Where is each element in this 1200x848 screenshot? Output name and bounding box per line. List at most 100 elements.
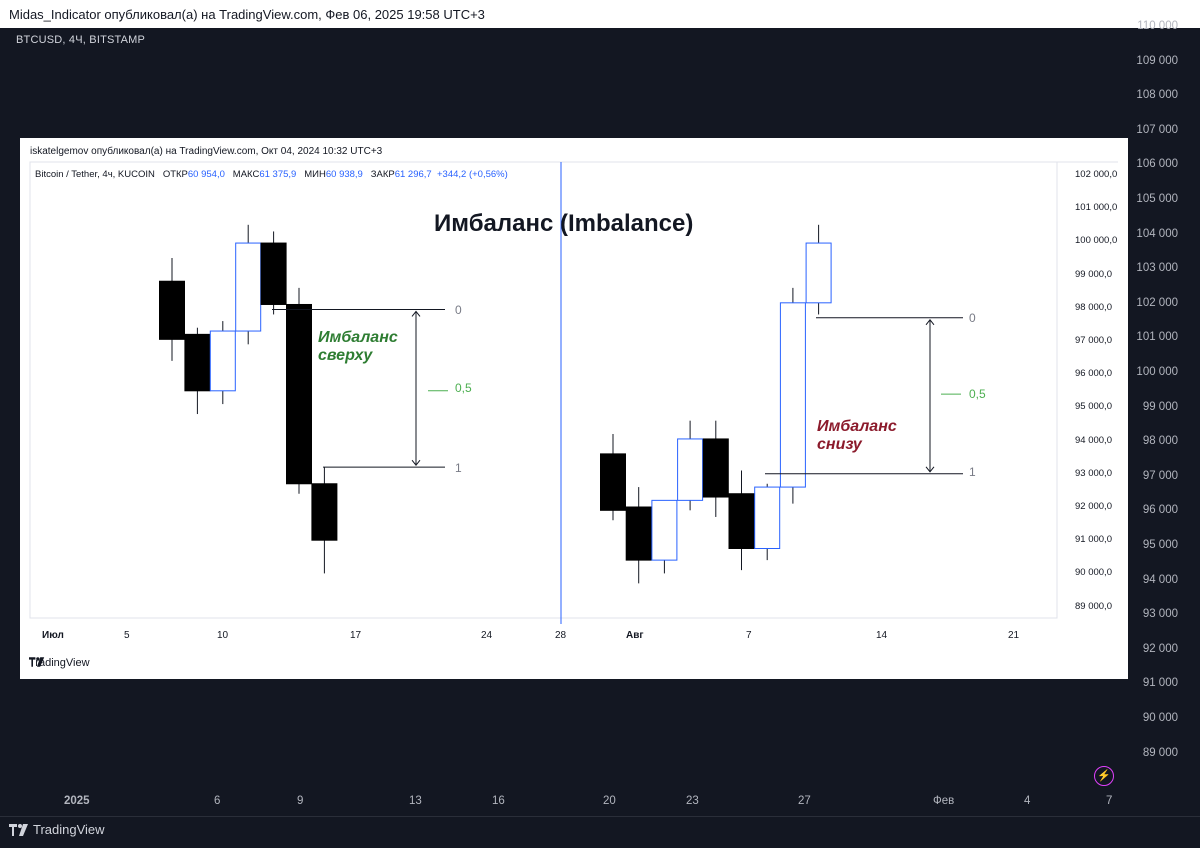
- outer-footer: [0, 816, 1200, 848]
- left-candle-body: [159, 280, 185, 340]
- imbalance-top-label-line1: Имбаланс: [318, 329, 398, 346]
- embedded-date-tick: Июл: [42, 630, 64, 641]
- outer-date-tick: 23: [686, 795, 699, 807]
- fib-right-05: 0,5: [969, 387, 986, 401]
- imbalance-bottom-label: Имбаланс снизу: [817, 418, 897, 454]
- left-arrow-down: [411, 459, 421, 466]
- bolt-icon[interactable]: ⚡: [1094, 766, 1114, 786]
- outer-price-tick: 103 000: [1136, 262, 1178, 275]
- embedded-date-tick: 21: [1008, 630, 1020, 641]
- embedded-symbol-name: Bitcoin / Tether, 4ч, KUCOIN: [35, 169, 155, 180]
- outer-price-tick: 93 000: [1142, 608, 1178, 621]
- fib-left-1: 1: [455, 461, 462, 475]
- outer-date-tick: Фев: [933, 795, 955, 807]
- embedded-date-tick: 17: [350, 630, 362, 641]
- tradingview-logo-text: TradingView: [33, 822, 105, 837]
- outer-date-tick: 27: [798, 795, 811, 807]
- outer-price-tick: 109 000: [1136, 54, 1178, 67]
- embedded-price-tick: 93 000,0: [1075, 467, 1112, 479]
- right-candle-body: [728, 493, 755, 549]
- embedded-price-tick: 95 000,0: [1075, 401, 1112, 413]
- embedded-symbol-line: Bitcoin / Tether, 4ч, KUCOIN ОТКР60 954,…: [35, 169, 508, 180]
- outer-price-tick: 102 000: [1136, 296, 1178, 309]
- embedded-date-tick: 24: [481, 630, 493, 641]
- embedded-tradingview-logo-icon: [29, 657, 45, 667]
- publisher-header-text: Midas_Indicator опубликовал(а) на Tradin…: [9, 7, 485, 22]
- right-candle-body: [625, 506, 652, 561]
- low-label: МИН: [304, 169, 326, 180]
- right-candle-body: [651, 499, 678, 561]
- embedded-price-tick: 98 000,0: [1075, 301, 1112, 313]
- outer-price-tick: 105 000: [1136, 193, 1178, 205]
- right-candle-body: [779, 302, 806, 488]
- left-candle-body: [184, 333, 211, 392]
- imbalance-bottom-label-line2: снизу: [817, 436, 862, 453]
- left-arrow-up: [411, 310, 421, 317]
- outer-date-tick: 13: [409, 795, 422, 807]
- embedded-price-tick: 91 000,0: [1075, 534, 1112, 546]
- chart-title: Имбаланс (Imbalance): [434, 210, 694, 237]
- outer-date-tick: 2025: [64, 795, 90, 807]
- embedded-date-tick: Авг: [626, 630, 644, 641]
- right-candle-body: [702, 438, 729, 498]
- embedded-chart: iskatelgemov опубликовал(а) на TradingVi…: [20, 138, 1128, 679]
- high-label: МАКС: [232, 169, 260, 180]
- open-label: ОТКР: [162, 169, 188, 180]
- outer-price-tick: 99 000: [1142, 400, 1178, 413]
- embedded-price-tick: 101 000,0: [1075, 202, 1118, 214]
- outer-price-tick: 94 000: [1142, 573, 1178, 586]
- outer-date-tick: 4: [1024, 795, 1031, 807]
- embedded-price-tick: 100 000,0: [1075, 235, 1118, 247]
- right-candle-body: [754, 486, 781, 549]
- embedded-tradingview-logo: TradingView: [29, 657, 90, 669]
- outer-price-tick: 91 000: [1142, 677, 1178, 690]
- high-value: 61 375,9: [259, 169, 297, 180]
- embedded-date-tick: 7: [746, 630, 752, 641]
- outer-price-tick: 100 000: [1136, 366, 1178, 378]
- outer-price-tick: 95 000: [1142, 539, 1178, 551]
- tradingview-logo[interactable]: TradingView: [9, 822, 105, 837]
- right-candle-body: [805, 242, 832, 304]
- right-candle-body: [600, 453, 626, 511]
- outer-price-tick: 110 000: [1137, 20, 1178, 32]
- close-label: ЗАКР: [370, 169, 395, 180]
- right-candle-body: [677, 438, 704, 501]
- right-arrow-up: [925, 318, 935, 326]
- embedded-date-tick: 10: [217, 630, 229, 641]
- imbalance-top-label-line2: сверху: [318, 347, 373, 364]
- fib-right-1: 1: [969, 465, 976, 479]
- outer-price-tick: 90 000: [1142, 712, 1178, 724]
- embedded-price-tick: 99 000,0: [1075, 268, 1112, 280]
- embedded-tradingview-logo-text: TradingView: [29, 657, 90, 669]
- left-candle-body: [311, 483, 338, 541]
- embedded-date-tick: 5: [124, 630, 130, 641]
- publisher-header: Midas_Indicator опубликовал(а) на Tradin…: [0, 0, 1200, 28]
- embedded-price-tick: 90 000,0: [1075, 567, 1112, 579]
- left-candle-body: [286, 303, 312, 485]
- outer-price-tick: 108 000: [1136, 89, 1178, 102]
- embedded-price-tick: 96 000,0: [1075, 368, 1112, 380]
- outer-date-tick: 6: [214, 795, 221, 807]
- low-value: 60 938,9: [325, 169, 363, 180]
- fib-right-0: 0: [969, 311, 976, 325]
- outer-price-tick: 106 000: [1136, 158, 1178, 171]
- outer-date-tick: 7: [1106, 795, 1113, 807]
- embedded-price-tick: 97 000,0: [1075, 335, 1112, 346]
- left-candle-body: [260, 242, 287, 305]
- outer-price-tick: 107 000: [1136, 123, 1178, 136]
- open-value: 60 954,0: [187, 169, 225, 180]
- change-value: +344,2 (+0,56%): [436, 169, 508, 180]
- embedded-date-tick: 14: [876, 630, 888, 641]
- embedded-price-tick: 102 000,0: [1075, 169, 1118, 180]
- fib-left-0: 0: [455, 303, 462, 317]
- left-candle-body: [235, 242, 262, 332]
- imbalance-top-label: Имбаланс сверху: [318, 329, 398, 365]
- outer-price-tick: 104 000: [1136, 227, 1178, 240]
- left-candle-body: [209, 330, 236, 392]
- embedded-publisher-text: iskatelgemov опубликовал(а) на TradingVi…: [30, 146, 383, 157]
- outer-price-tick: 98 000: [1142, 435, 1178, 448]
- imbalance-bottom-label-line1: Имбаланс: [817, 418, 897, 435]
- embedded-price-tick: 94 000,0: [1075, 434, 1112, 446]
- outer-date-tick: 16: [492, 795, 505, 807]
- tradingview-logo-icon: [9, 823, 28, 836]
